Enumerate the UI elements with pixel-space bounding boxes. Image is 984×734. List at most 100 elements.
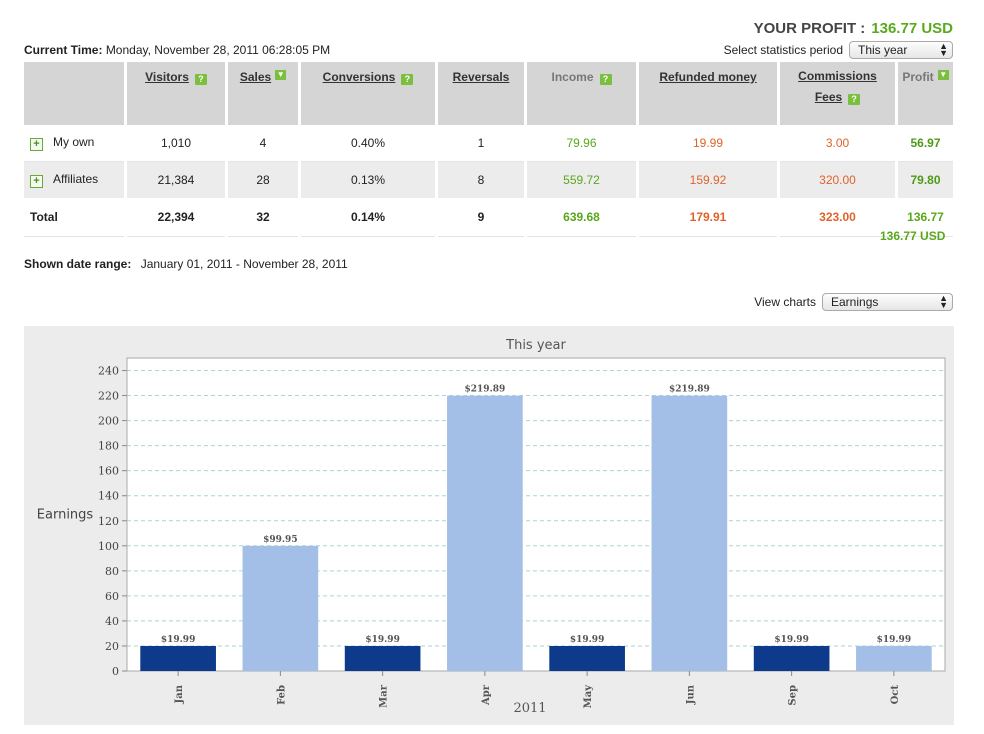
bar (753, 645, 830, 671)
visitors-cell: 1,010 (125, 125, 228, 162)
x-tick-label: Sep (788, 685, 799, 706)
conversions-cell: 0.14% (299, 198, 438, 237)
period-selector: Select statistics period This year ▲ ▼ (724, 41, 953, 59)
expand-plus-icon[interactable]: + (30, 138, 43, 151)
select-arrows-icon: ▲ ▼ (939, 293, 948, 310)
y-tick-label: 220 (98, 390, 119, 403)
bar-value-label: $19.99 (365, 635, 399, 645)
x-tick-label: Mar (379, 684, 390, 708)
profit-cell: 56.97 (896, 125, 953, 162)
header-commissions[interactable]: Commissions Fees? (778, 62, 898, 125)
sales-cell: 28 (226, 161, 301, 198)
refunded-cell: 19.99 (637, 125, 780, 162)
reversals-cell: 8 (436, 161, 527, 198)
income-cell: 639.68 (525, 198, 639, 237)
profit-value: 136.77 USD (871, 20, 953, 37)
y-tick-label: 0 (112, 665, 119, 678)
bar-value-label: $19.99 (570, 635, 604, 645)
visitors-cell: 22,394 (125, 198, 228, 237)
current-time-value: Monday, November 28, 2011 06:28:05 PM (105, 43, 331, 57)
bar-value-label: $19.99 (161, 635, 195, 645)
date-range-label: Shown date range: (24, 257, 132, 271)
y-tick-label: 180 (98, 440, 119, 453)
sort-down-icon[interactable]: ▼ (937, 70, 949, 80)
header-visitors[interactable]: Visitors? (125, 62, 228, 125)
header-empty (24, 62, 127, 125)
help-icon[interactable]: ? (194, 74, 207, 85)
row-name-cell[interactable]: + Affiliates (24, 161, 127, 198)
x-tick-label: Jun (685, 684, 696, 705)
bar (549, 645, 625, 671)
x-tick-label: May (583, 684, 594, 709)
select-arrows-icon: ▲ ▼ (939, 41, 948, 58)
chart-title: This year (505, 338, 566, 353)
total-usd: 136.77 USD (880, 229, 946, 243)
refunded-cell: 159.92 (637, 161, 780, 198)
conversions-cell: 0.13% (299, 161, 438, 198)
profit-cell: 79.80 (896, 161, 953, 198)
bar-value-label: $219.89 (465, 385, 506, 395)
header-refunded[interactable]: Refunded money (637, 62, 780, 125)
profit-label: YOUR PROFIT : (753, 20, 866, 37)
refunded-cell: 179.91 (637, 198, 780, 237)
table-header-row: Visitors? Sales ▼ Conversions? Reversals … (24, 62, 953, 125)
table-row: + My own 1,010 4 0.40% 1 79.96 19.99 3.00… (24, 125, 953, 162)
bar (242, 545, 319, 671)
bar (856, 645, 932, 671)
x-axis-label: 2011 (513, 701, 546, 716)
help-icon[interactable]: ? (401, 74, 414, 85)
header-income[interactable]: Income? (525, 62, 639, 125)
header-conversions[interactable]: Conversions? (299, 62, 438, 125)
y-tick-label: 240 (98, 365, 119, 378)
current-time: Current Time: Monday, November 28, 2011 … (24, 43, 330, 57)
statistics-table: Visitors? Sales ▼ Conversions? Reversals … (24, 62, 953, 237)
commissions-cell: 320.00 (778, 161, 898, 198)
header-reversals[interactable]: Reversals (436, 62, 527, 125)
y-tick-label: 60 (105, 590, 119, 603)
help-icon[interactable]: ? (848, 94, 861, 105)
header-profit[interactable]: Profit ▼ (896, 62, 953, 125)
earnings-chart: This year 0 20 40 60 80 100 120 140 160 180 200 220 2… (24, 326, 954, 725)
reversals-cell: 1 (436, 125, 527, 162)
bar (651, 395, 728, 671)
view-charts-select-value: Earnings (831, 295, 879, 309)
row-name-cell[interactable]: + My own (24, 125, 127, 162)
date-range: Shown date range: January 01, 2011 - Nov… (24, 257, 348, 271)
income-cell: 559.72 (525, 161, 639, 198)
row-name-cell: Total (24, 198, 127, 237)
income-cell: 79.96 (525, 125, 639, 162)
y-tick-label: 200 (98, 415, 119, 428)
bar (140, 645, 216, 671)
y-axis-label: Earnings (37, 508, 94, 523)
profit-cell: 136.77 (896, 198, 953, 237)
sales-cell: 32 (226, 198, 301, 237)
y-tick-label: 160 (98, 465, 119, 478)
earnings-chart-svg: This year 0 20 40 60 80 100 120 140 160 180 200 220 2… (37, 338, 946, 716)
y-tick-label: 40 (105, 615, 119, 628)
y-tick-label: 100 (98, 540, 119, 553)
view-charts-select[interactable]: Earnings ▲ ▼ (822, 293, 953, 311)
period-label: Select statistics period (723, 43, 843, 57)
x-tick-label: Oct (890, 685, 901, 705)
bar (447, 395, 523, 671)
sales-cell: 4 (226, 125, 301, 162)
bar (344, 645, 421, 671)
header-sales[interactable]: Sales ▼ (226, 62, 301, 125)
y-tick-label: 20 (105, 640, 119, 653)
view-charts-selector: View charts Earnings ▲ ▼ (754, 293, 953, 311)
reversals-cell: 9 (436, 198, 527, 237)
expand-plus-icon[interactable]: + (30, 175, 43, 188)
view-charts-label: View charts (754, 295, 816, 309)
bar-value-label: $219.89 (669, 385, 710, 395)
x-tick-label: Apr (481, 684, 492, 706)
conversions-cell: 0.40% (299, 125, 438, 162)
date-range-value: January 01, 2011 - November 28, 2011 (140, 257, 348, 271)
help-icon[interactable]: ? (599, 74, 612, 85)
sort-down-icon[interactable]: ▼ (275, 70, 287, 80)
bar-value-label: $19.99 (774, 635, 808, 645)
table-row-total: Total 22,394 32 0.14% 9 639.68 179.91 32… (24, 198, 953, 237)
commissions-cell: 3.00 (778, 125, 898, 162)
period-select[interactable]: This year ▲ ▼ (849, 41, 953, 59)
commissions-cell: 323.00 (778, 198, 898, 237)
bar-value-label: $99.95 (263, 535, 297, 545)
